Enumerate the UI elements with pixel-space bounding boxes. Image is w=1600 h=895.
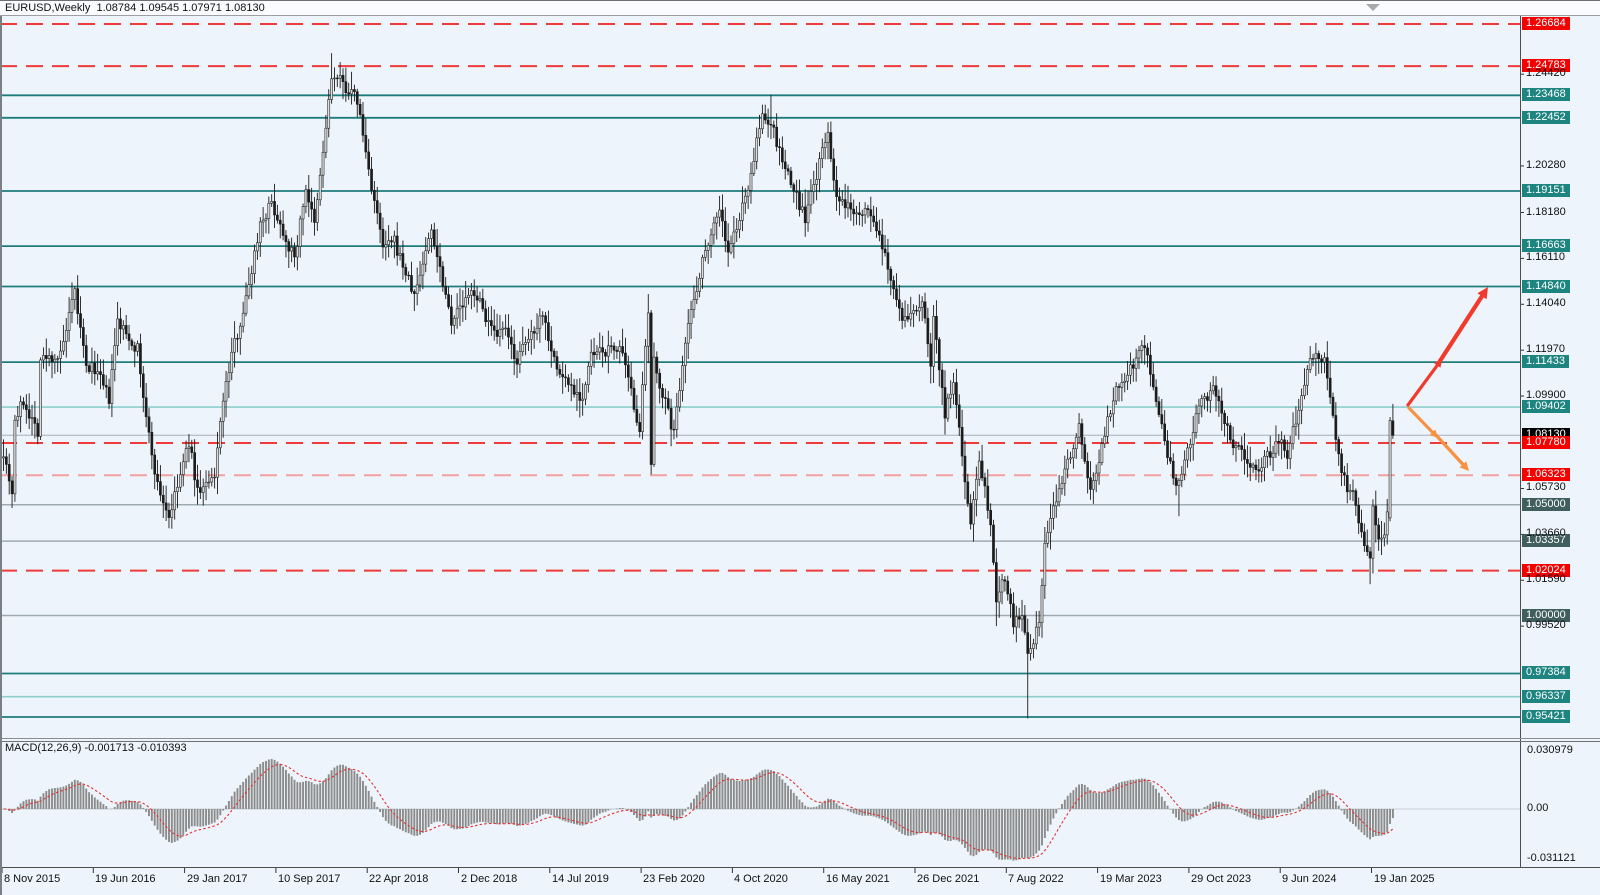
price-tick-label: 1.01590 <box>1526 573 1566 585</box>
price-level-label: 1.26684 <box>1522 17 1570 30</box>
price-level-label: 1.09402 <box>1522 400 1570 413</box>
price-level-label: 0.96337 <box>1522 690 1570 703</box>
price-level-label: 1.23468 <box>1522 88 1570 101</box>
price-tick-label: 1.09900 <box>1526 389 1566 401</box>
date-label: 8 Nov 2015 <box>4 873 61 885</box>
chart-shift-marker-icon[interactable] <box>1366 4 1380 11</box>
price-level-label: 1.19151 <box>1522 184 1570 197</box>
price-level-label: 1.07780 <box>1522 436 1570 449</box>
macd-signal-line <box>3 763 1394 860</box>
projection-arrows[interactable] <box>1406 287 1488 471</box>
chart-title-bar: EURUSD,Weekly 1.08784 1.09545 1.07971 1.… <box>0 1 1600 16</box>
price-tick-label: 1.16110 <box>1526 251 1565 263</box>
price-level-label: 1.06323 <box>1522 468 1570 481</box>
price-level-label: 1.14840 <box>1522 280 1570 293</box>
date-label: 9 Jun 2024 <box>1282 873 1337 885</box>
date-label: 10 Sep 2017 <box>278 873 341 885</box>
price-tick-label: 1.05730 <box>1526 481 1566 493</box>
symbol-timeframe: EURUSD,Weekly <box>5 2 91 14</box>
projection-down-2[interactable] <box>1433 432 1469 471</box>
time-axis-separator <box>0 867 1600 868</box>
ohlc-readout: 1.08784 1.09545 1.07971 1.08130 <box>96 2 265 14</box>
candlestick-series <box>2 53 1395 719</box>
price-level-label: 1.02024 <box>1522 564 1570 577</box>
price-tick-label: 1.24420 <box>1526 67 1566 79</box>
macd-name: MACD(12,26,9) <box>5 742 82 754</box>
macd-indicator-label: MACD(12,26,9) -0.001713 -0.010393 <box>5 742 187 754</box>
indicator-separator-top[interactable] <box>0 738 1600 739</box>
price-level-label: 1.22452 <box>1522 111 1570 124</box>
price-tick-label: 1.11970 <box>1526 343 1565 355</box>
price-tick-label: 0.99520 <box>1526 619 1566 631</box>
price-scale-separator <box>1520 1 1521 868</box>
macd-scale-max: 0.030979 <box>1527 744 1573 756</box>
price-level-label: 1.05000 <box>1522 498 1570 511</box>
horizontal-level-lines <box>0 23 1520 718</box>
price-tick-label: 1.14040 <box>1526 297 1566 309</box>
macd-scale-zero: 0.00 <box>1527 802 1549 814</box>
time-scale-axis[interactable]: 8 Nov 2015 19 Jun 2016 29 Jan 2017 10 Sep 2… <box>0 869 1600 895</box>
date-label: 29 Oct 2023 <box>1191 873 1251 885</box>
date-label: 7 Aug 2022 <box>1008 873 1064 885</box>
date-label: 4 Oct 2020 <box>734 873 788 885</box>
left-frame-border <box>0 1 2 895</box>
price-level-label: 1.16663 <box>1522 239 1570 252</box>
indicator-separator-bottom[interactable] <box>0 741 1600 742</box>
date-label: 19 Mar 2023 <box>1100 873 1162 885</box>
price-tick-label: 1.03660 <box>1526 527 1566 539</box>
axis-tick-marks <box>1 73 1524 873</box>
date-label: 26 Dec 2021 <box>917 873 980 885</box>
price-level-label: 1.11433 <box>1522 355 1569 368</box>
macd-scale-min: -0.031121 <box>1527 852 1576 864</box>
price-tick-label: 1.18180 <box>1526 206 1566 218</box>
price-level-label: 0.97384 <box>1522 666 1570 679</box>
price-level-label: 1.24783 <box>1522 59 1570 72</box>
date-label: 19 Jun 2016 <box>95 873 156 885</box>
date-label: 22 Apr 2018 <box>369 873 429 885</box>
projection-up-2[interactable] <box>1435 287 1488 367</box>
price-level-label: 1.00000 <box>1522 609 1570 622</box>
price-level-label: 1.03357 <box>1522 534 1570 547</box>
date-label: 23 Feb 2020 <box>643 873 705 885</box>
macd-values: -0.001713 -0.010393 <box>84 742 187 754</box>
price-scale-axis[interactable]: 1.26684 1.24783 1.23468 1.22452 1.19151 1.166… <box>1521 1 1600 868</box>
price-level-label: 0.95421 <box>1522 710 1570 723</box>
macd-indicator-pane <box>0 758 1520 861</box>
price-tick-label: 1.20280 <box>1526 159 1566 171</box>
date-label: 19 Jan 2025 <box>1374 873 1435 885</box>
projection-up-1[interactable] <box>1406 359 1442 407</box>
date-label: 29 Jan 2017 <box>187 873 248 885</box>
date-label: 14 Jul 2019 <box>552 873 609 885</box>
date-label: 16 May 2021 <box>826 873 890 885</box>
date-label: 2 Dec 2018 <box>461 873 518 885</box>
